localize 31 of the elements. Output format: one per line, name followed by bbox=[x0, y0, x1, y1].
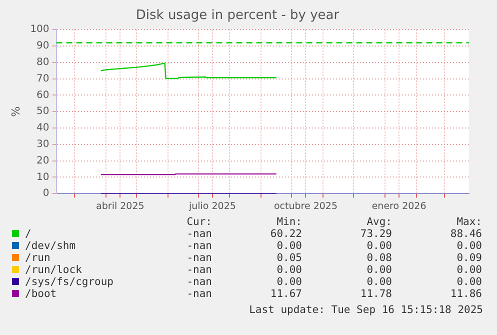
y-tick-label: 20 bbox=[36, 155, 50, 166]
legend-label: / bbox=[24, 228, 32, 240]
y-tick-label: 10 bbox=[36, 172, 50, 183]
text: Last update: Tue Sep 16 15:15:18 2025 bbox=[249, 304, 483, 316]
chart-title: Disk usage in percent - by year bbox=[136, 8, 340, 24]
x-tick-label: octubre 2025 bbox=[274, 200, 338, 212]
text: -nan 0.05 0.08 0.09 bbox=[186, 252, 482, 264]
text: Cur: Min: Avg: Max: bbox=[186, 216, 482, 228]
x-tick-label: julio 2025 bbox=[188, 200, 236, 212]
y-tick-label: 50 bbox=[36, 106, 50, 118]
y-tick-label: 80 bbox=[36, 56, 50, 68]
y-tick-label: 30 bbox=[36, 138, 50, 150]
y-tick-label: 100 bbox=[30, 24, 50, 36]
legend-label: /dev/shm bbox=[24, 240, 77, 252]
text: -nan 60.22 73.29 88.46 bbox=[186, 228, 482, 240]
legend-label: /run bbox=[24, 252, 52, 264]
y-tick-label: 40 bbox=[36, 122, 50, 134]
y-axis-title: % bbox=[9, 106, 22, 117]
x-tick-label: abril 2025 bbox=[96, 200, 144, 212]
legend-label: /sys/fs/cgroup bbox=[24, 276, 115, 288]
y-tick-label: 70 bbox=[36, 73, 50, 84]
legend-label: /boot bbox=[24, 288, 58, 300]
text: -nan 0.00 0.00 0.00 bbox=[186, 276, 482, 288]
text: -nan 0.00 0.00 0.00 bbox=[186, 264, 482, 276]
y-tick-label: 60 bbox=[36, 90, 50, 101]
text: -nan 0.00 0.00 0.00 bbox=[186, 240, 482, 252]
y-tick-label: 0 bbox=[42, 188, 50, 200]
text: -nan 11.67 11.78 11.86 bbox=[186, 288, 482, 300]
y-tick-label: 90 bbox=[36, 40, 50, 52]
x-tick-label: enero 2026 bbox=[372, 200, 426, 212]
legend-label: /run/lock bbox=[24, 264, 83, 276]
